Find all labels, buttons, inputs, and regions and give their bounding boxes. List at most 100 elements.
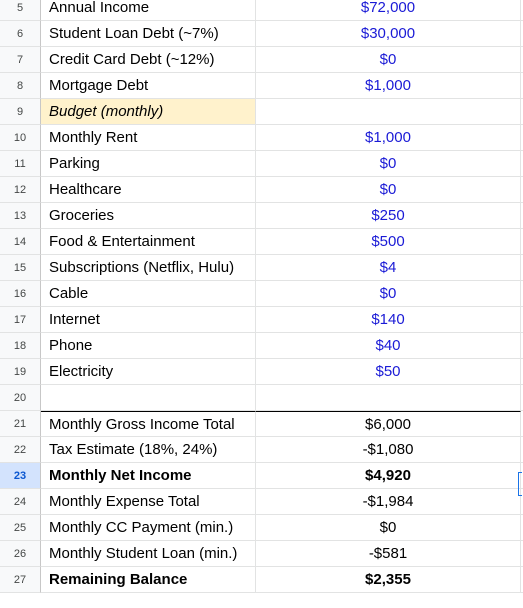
row-header[interactable]: 17 (0, 307, 41, 333)
empty-cell[interactable] (521, 307, 523, 333)
row-header[interactable]: 8 (0, 73, 41, 99)
value-cell[interactable]: $0 (256, 151, 521, 177)
row-header[interactable]: 22 (0, 437, 41, 463)
value-cell[interactable]: $2,355 (256, 567, 521, 593)
empty-cell[interactable] (521, 333, 523, 359)
label-cell[interactable]: Internet (41, 307, 256, 333)
label-cell[interactable]: Monthly Expense Total (41, 489, 256, 515)
label-cell[interactable]: Parking (41, 151, 256, 177)
row-20: 20 (0, 385, 523, 411)
value-cell[interactable]: $50 (256, 359, 521, 385)
row-header[interactable]: 20 (0, 385, 41, 411)
row-header[interactable]: 19 (0, 359, 41, 385)
label-cell[interactable]: Subscriptions (Netflix, Hulu) (41, 255, 256, 281)
label-cell[interactable]: Monthly Student Loan (min.) (41, 541, 256, 567)
label-cell[interactable]: Mortgage Debt (41, 73, 256, 99)
empty-cell[interactable] (521, 177, 523, 203)
row-header[interactable]: 12 (0, 177, 41, 203)
row-header[interactable]: 15 (0, 255, 41, 281)
row-header[interactable]: 13 (0, 203, 41, 229)
label-cell[interactable]: Budget (monthly) (41, 99, 256, 125)
row-11: 11 Parking $0 (0, 151, 523, 177)
label-cell[interactable]: Monthly Rent (41, 125, 256, 151)
value-cell[interactable] (256, 385, 521, 411)
value-cell[interactable]: $4,920 (256, 463, 521, 489)
row-header[interactable]: 14 (0, 229, 41, 255)
label-cell[interactable] (41, 385, 256, 411)
empty-cell[interactable] (521, 229, 523, 255)
label-cell[interactable]: Food & Entertainment (41, 229, 256, 255)
label-cell[interactable]: Groceries (41, 203, 256, 229)
value-cell[interactable]: $30,000 (256, 21, 521, 47)
value-cell[interactable]: $0 (256, 177, 521, 203)
row-header[interactable]: 9 (0, 99, 41, 125)
row-header[interactable]: 24 (0, 489, 41, 515)
empty-cell[interactable] (521, 21, 523, 47)
empty-cell[interactable] (521, 541, 523, 567)
empty-cell[interactable] (521, 99, 523, 125)
label-cell[interactable]: Healthcare (41, 177, 256, 203)
row-header[interactable]: 11 (0, 151, 41, 177)
label-cell[interactable]: Annual Income (41, 0, 256, 21)
row-header[interactable]: 27 (0, 567, 41, 593)
empty-cell[interactable] (521, 0, 523, 21)
value-cell[interactable]: $72,000 (256, 0, 521, 21)
empty-cell[interactable] (521, 437, 523, 463)
row-24: 24 Monthly Expense Total -$1,984 (0, 489, 523, 515)
label-cell[interactable]: Monthly Net Income (41, 463, 256, 489)
row-header[interactable]: 16 (0, 281, 41, 307)
value-cell[interactable]: $0 (256, 47, 521, 73)
value-cell[interactable]: -$581 (256, 541, 521, 567)
value-cell[interactable]: $6,000 (256, 411, 521, 437)
row-header[interactable]: 18 (0, 333, 41, 359)
value-cell[interactable]: $500 (256, 229, 521, 255)
empty-cell[interactable] (521, 515, 523, 541)
label-cell[interactable]: Tax Estimate (18%, 24%) (41, 437, 256, 463)
empty-cell[interactable] (521, 281, 523, 307)
value-cell[interactable]: $140 (256, 307, 521, 333)
value-cell[interactable]: -$1,984 (256, 489, 521, 515)
value-cell[interactable]: $1,000 (256, 73, 521, 99)
empty-cell[interactable] (521, 411, 523, 437)
empty-cell[interactable] (521, 47, 523, 73)
value-cell[interactable]: $40 (256, 333, 521, 359)
value-cell[interactable]: $250 (256, 203, 521, 229)
value-cell[interactable]: $4 (256, 255, 521, 281)
value-cell[interactable]: $0 (256, 281, 521, 307)
empty-cell[interactable] (521, 359, 523, 385)
empty-cell[interactable] (521, 489, 523, 515)
label-cell[interactable]: Electricity (41, 359, 256, 385)
empty-cell[interactable] (521, 203, 523, 229)
row-19: 19 Electricity $50 (0, 359, 523, 385)
label-cell[interactable]: Monthly Gross Income Total (41, 411, 256, 437)
row-8: 8 Mortgage Debt $1,000 (0, 73, 523, 99)
value-cell[interactable] (256, 99, 521, 125)
row-21: 21 Monthly Gross Income Total $6,000 (0, 411, 523, 437)
row-9: 9 Budget (monthly) (0, 99, 523, 125)
row-header[interactable]: 26 (0, 541, 41, 567)
row-12: 12 Healthcare $0 (0, 177, 523, 203)
label-cell[interactable]: Monthly CC Payment (min.) (41, 515, 256, 541)
row-header[interactable]: 5 (0, 0, 41, 21)
label-cell[interactable]: Cable (41, 281, 256, 307)
empty-cell[interactable] (521, 73, 523, 99)
label-cell[interactable]: Remaining Balance (41, 567, 256, 593)
label-cell[interactable]: Student Loan Debt (~7%) (41, 21, 256, 47)
row-header[interactable]: 10 (0, 125, 41, 151)
row-header[interactable]: 6 (0, 21, 41, 47)
row-header[interactable]: 21 (0, 411, 41, 437)
empty-cell[interactable] (521, 385, 523, 411)
empty-cell[interactable] (521, 567, 523, 593)
value-cell[interactable]: -$1,080 (256, 437, 521, 463)
value-cell[interactable]: $0 (256, 515, 521, 541)
empty-cell[interactable] (521, 463, 523, 489)
row-header[interactable]: 23 (0, 463, 41, 489)
value-cell[interactable]: $1,000 (256, 125, 521, 151)
label-cell[interactable]: Phone (41, 333, 256, 359)
label-cell[interactable]: Credit Card Debt (~12%) (41, 47, 256, 73)
empty-cell[interactable] (521, 151, 523, 177)
row-header[interactable]: 7 (0, 47, 41, 73)
empty-cell[interactable] (521, 255, 523, 281)
empty-cell[interactable] (521, 125, 523, 151)
row-header[interactable]: 25 (0, 515, 41, 541)
